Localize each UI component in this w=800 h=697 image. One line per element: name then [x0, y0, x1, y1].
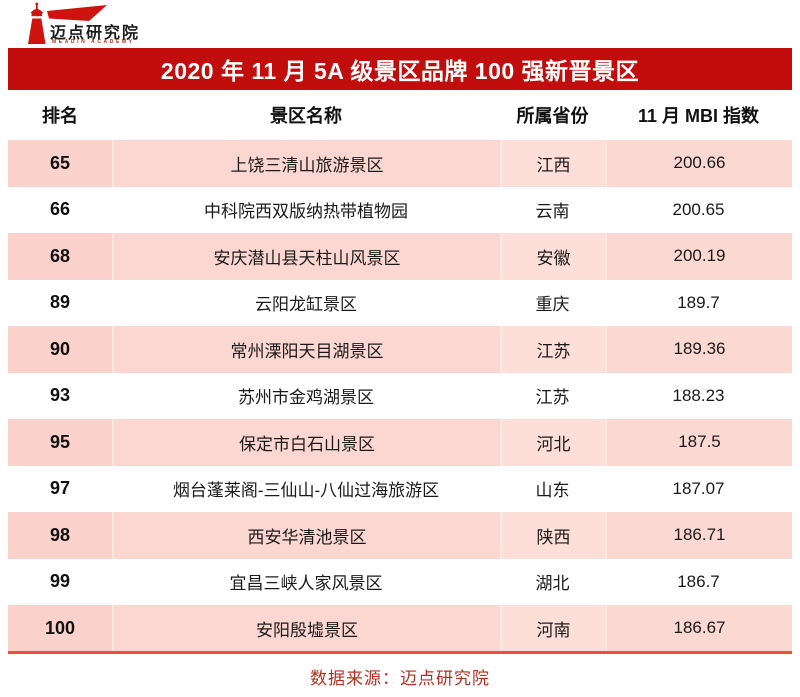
column-header-name: 景区名称 [270, 106, 342, 126]
rank-cell: 97 [8, 465, 112, 512]
lighthouse-icon [28, 2, 107, 44]
name-cell: 烟台蓬莱阁-三仙山-八仙过海旅游区 [112, 465, 500, 512]
mbi-cell: 186.7 [605, 558, 792, 605]
province-cell: 河北 [500, 419, 605, 466]
mbi-cell: 187.07 [605, 465, 792, 512]
province-cell: 重庆 [500, 279, 605, 326]
table-row: 97 烟台蓬莱阁-三仙山-八仙过海旅游区 山东 187.07 [8, 465, 792, 512]
table-row: 93 苏州市金鸡湖景区 江苏 188.23 [8, 372, 792, 419]
table-row: 100 安阳殷墟景区 河南 186.67 [8, 605, 792, 652]
mbi-cell: 186.71 [605, 512, 792, 559]
table-row: 99 宜昌三峡人家风景区 湖北 186.7 [8, 558, 792, 605]
table-row: 66 中科院西双版纳热带植物园 云南 200.65 [8, 186, 792, 233]
mbi-cell: 188.23 [605, 372, 792, 419]
rank-cell: 99 [8, 558, 112, 605]
mbi-cell: 200.19 [605, 233, 792, 280]
name-cell: 安庆潜山县天柱山风景区 [112, 233, 500, 280]
rank-cell: 89 [8, 279, 112, 326]
name-cell: 云阳龙缸景区 [112, 279, 500, 326]
province-cell: 湖北 [500, 558, 605, 605]
data-source-text: 数据来源：迈点研究院 [310, 669, 490, 688]
name-cell: 中科院西双版纳热带植物园 [112, 186, 500, 233]
table-row: 65 上饶三清山旅游景区 江西 200.66 [8, 140, 792, 187]
mbi-cell: 200.66 [605, 140, 792, 187]
column-header-province: 所属省份 [516, 106, 589, 126]
column-header-rank: 排名 [42, 106, 78, 126]
name-cell: 宜昌三峡人家风景区 [112, 558, 500, 605]
mbi-cell: 189.36 [605, 326, 792, 373]
column-header-mbi: 11 月 MBI 指数 [637, 106, 760, 126]
table-header-row: 排名 景区名称 所属省份 11 月 MBI 指数 [8, 90, 792, 140]
name-cell: 苏州市金鸡湖景区 [112, 372, 500, 419]
mbi-cell: 189.7 [605, 279, 792, 326]
rank-cell: 66 [8, 186, 112, 233]
province-cell: 云南 [500, 186, 605, 233]
province-cell: 山东 [500, 465, 605, 512]
rank-cell: 65 [8, 140, 112, 187]
rank-cell: 90 [8, 326, 112, 373]
province-cell: 河南 [500, 605, 605, 652]
page-title: 2020 年 11 月 5A 级景区品牌 100 强新晋景区 [160, 58, 640, 84]
rank-cell: 93 [8, 372, 112, 419]
province-cell: 安徽 [500, 233, 605, 280]
province-cell: 陕西 [500, 512, 605, 559]
name-cell: 保定市白石山景区 [112, 419, 500, 466]
divider-line [8, 651, 792, 654]
logo-title: 迈点研究院 [50, 25, 141, 42]
meadin-logo: 迈点研究院 MEADIN ACADEMY [10, 2, 170, 48]
rank-cell: 98 [8, 512, 112, 559]
table-row: 90 常州溧阳天目湖景区 江苏 189.36 [8, 326, 792, 373]
logo-subtitle: MEADIN ACADEMY [52, 39, 135, 45]
mbi-cell: 200.65 [605, 186, 792, 233]
province-cell: 江苏 [500, 326, 605, 373]
rank-cell: 95 [8, 419, 112, 466]
mbi-cell: 186.67 [605, 605, 792, 652]
province-cell: 江苏 [500, 372, 605, 419]
mbi-cell: 187.5 [605, 419, 792, 466]
name-cell: 西安华清池景区 [112, 512, 500, 559]
name-cell: 常州溧阳天目湖景区 [112, 326, 500, 373]
rank-cell: 68 [8, 233, 112, 280]
name-cell: 安阳殷墟景区 [112, 605, 500, 652]
table-body: 65 上饶三清山旅游景区 江西 200.66 66 中科院西双版纳热带植物园 云… [8, 140, 792, 652]
name-cell: 上饶三清山旅游景区 [112, 140, 500, 187]
table-row: 89 云阳龙缸景区 重庆 189.7 [8, 279, 792, 326]
title-banner: 2020 年 11 月 5A 级景区品牌 100 强新晋景区 [8, 48, 792, 90]
table-row: 95 保定市白石山景区 河北 187.5 [8, 419, 792, 466]
province-cell: 江西 [500, 140, 605, 187]
rank-cell: 100 [8, 605, 112, 652]
table-row: 98 西安华清池景区 陕西 186.71 [8, 512, 792, 559]
ranking-table: 排名 景区名称 所属省份 11 月 MBI 指数 65 上饶三清山旅游景区 江西… [8, 90, 792, 652]
table-row: 68 安庆潜山县天柱山风景区 安徽 200.19 [8, 233, 792, 280]
